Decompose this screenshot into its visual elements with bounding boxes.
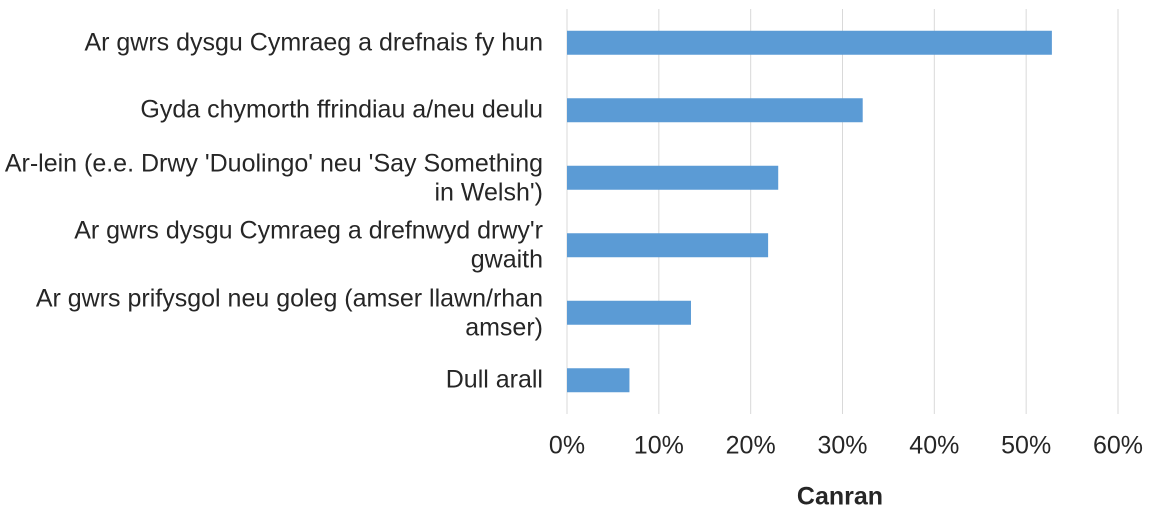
x-tick-label: 0% bbox=[549, 432, 585, 460]
bar bbox=[567, 30, 1052, 55]
y-tick-label: Gyda chymorth ffrindiau a/neu deulu bbox=[140, 95, 543, 124]
y-tick-label: Dull arall bbox=[445, 365, 543, 394]
x-tick-label: 30% bbox=[817, 432, 867, 460]
x-tick-label: 10% bbox=[634, 432, 684, 460]
bar bbox=[567, 368, 630, 393]
bar bbox=[567, 300, 691, 325]
y-tick-label: Ar gwrs dysgu Cymraeg a drefnais fy hun bbox=[84, 28, 543, 57]
bar bbox=[567, 233, 769, 258]
x-tick-label: 60% bbox=[1093, 432, 1143, 460]
x-axis-label: Canran bbox=[797, 483, 883, 511]
bar bbox=[567, 165, 779, 190]
x-tick-label: 40% bbox=[909, 432, 959, 460]
y-tick-label: Ar gwrs dysgu Cymraeg a drefnwyd drwy'r … bbox=[74, 216, 543, 274]
x-tick-label: 50% bbox=[1001, 432, 1051, 460]
y-tick-label: Ar gwrs prifysgol neu goleg (amser llawn… bbox=[35, 284, 543, 341]
bar bbox=[567, 98, 863, 123]
y-tick-label: Ar-lein (e.e. Drwy 'Duolingo' neu 'Say S… bbox=[4, 149, 543, 206]
x-tick-label: 20% bbox=[726, 432, 776, 460]
